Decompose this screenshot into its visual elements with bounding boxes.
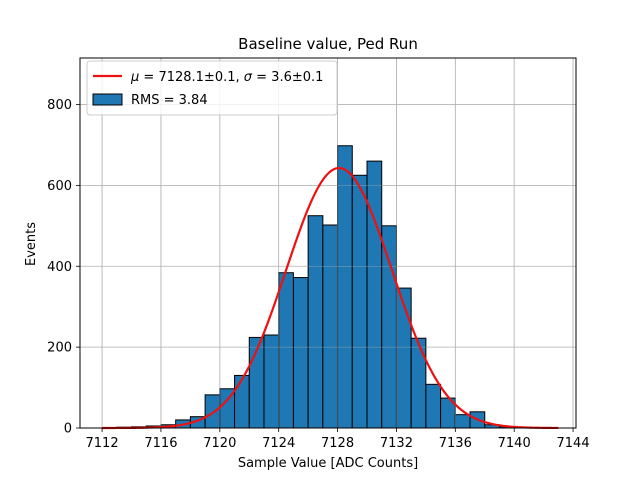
histogram-bar bbox=[322, 224, 339, 429]
x-tick-label: 7136 bbox=[439, 436, 472, 451]
legend-sigma-symbol: σ bbox=[244, 70, 253, 85]
legend: μ = 7128.1±0.1, σ = 3.6±0.1 RMS = 3.84 bbox=[86, 60, 338, 116]
y-axis-label: Events bbox=[24, 222, 39, 266]
legend-rms-swatch bbox=[92, 93, 123, 106]
x-tick-label: 7140 bbox=[498, 436, 531, 451]
x-tick-label: 7128 bbox=[321, 436, 354, 451]
histogram-bar bbox=[292, 277, 309, 429]
histogram-bar bbox=[381, 225, 397, 429]
x-tick-label: 7120 bbox=[203, 436, 236, 451]
histogram-bar bbox=[204, 394, 221, 429]
plot-frame bbox=[79, 57, 577, 429]
legend-fit-label: μ = 7128.1±0.1, σ = 3.6±0.1 bbox=[130, 70, 323, 85]
x-tick-label: 7124 bbox=[262, 436, 295, 451]
histogram-bar bbox=[307, 215, 324, 429]
histogram-bar bbox=[425, 383, 442, 429]
x-tick-label: 7144 bbox=[557, 436, 590, 451]
histogram-bar bbox=[366, 160, 383, 429]
legend-box bbox=[86, 60, 338, 116]
gaussian-fit bbox=[102, 166, 559, 430]
histogram-bar bbox=[337, 145, 353, 429]
y-tick-label: 200 bbox=[47, 341, 72, 356]
y-tick-label: 800 bbox=[47, 98, 72, 113]
x-tick-label: 7116 bbox=[144, 436, 177, 451]
legend-rms-label: RMS = 3.84 bbox=[131, 93, 208, 108]
x-tick-label: 7132 bbox=[380, 436, 413, 451]
histogram-bar bbox=[263, 334, 280, 429]
histogram-bar bbox=[454, 414, 471, 429]
x-axis-label: Sample Value [ADC Counts] bbox=[238, 456, 418, 471]
histogram-bar bbox=[395, 287, 412, 429]
legend-mu-value: = 7128.1±0.1, bbox=[139, 70, 243, 85]
y-tick-label: 400 bbox=[47, 260, 72, 275]
legend-mu-symbol: μ bbox=[130, 70, 139, 85]
histogram-bar bbox=[410, 337, 427, 429]
legend-sigma-value: = 3.6±0.1 bbox=[252, 70, 323, 85]
chart-title: Baseline value, Ped Run bbox=[238, 35, 418, 53]
fit-curve bbox=[102, 166, 559, 430]
y-tick-label: 0 bbox=[64, 422, 72, 437]
y-axis-ticks: 0 200 400 600 800 bbox=[47, 98, 80, 437]
histogram-bar bbox=[278, 272, 294, 429]
histogram-bar bbox=[234, 374, 250, 429]
y-tick-label: 600 bbox=[47, 179, 72, 194]
x-tick-label: 7112 bbox=[86, 436, 119, 451]
histogram-bar bbox=[351, 174, 368, 429]
x-axis-ticks: 7112 7116 7120 7124 7128 7132 7136 7140 7144 bbox=[86, 428, 590, 451]
